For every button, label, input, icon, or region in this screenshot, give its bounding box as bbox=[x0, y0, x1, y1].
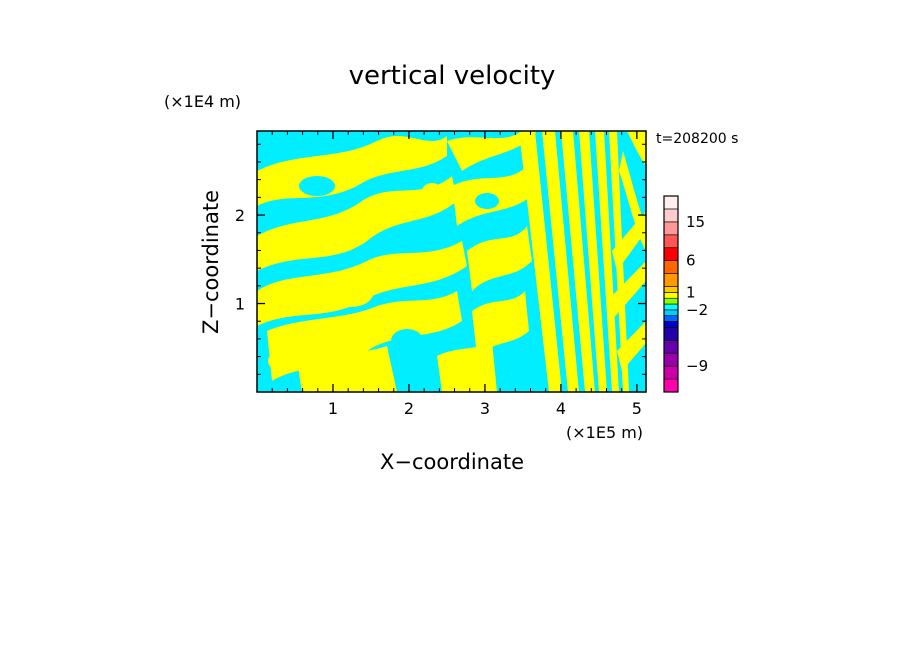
colorbar-level-3 bbox=[663, 352, 679, 367]
colorbar-level-5 bbox=[663, 327, 679, 341]
colorbar-level-11 bbox=[663, 292, 679, 299]
x-tick-label: 5 bbox=[632, 399, 642, 418]
colorbar-level-14 bbox=[663, 260, 679, 274]
plot-frame bbox=[256, 130, 647, 393]
y-tick-label: 2 bbox=[235, 206, 245, 225]
x-ticks: 1 2 3 4 5 bbox=[328, 131, 642, 418]
x-tick-label: 1 bbox=[328, 399, 338, 418]
colorbar-level-12 bbox=[663, 286, 679, 293]
colorbar bbox=[663, 195, 679, 393]
chart-title: vertical velocity bbox=[349, 61, 556, 91]
time-label: t=208200 s bbox=[656, 131, 738, 147]
colorbar-level-7 bbox=[663, 315, 679, 322]
colorbar-level-17 bbox=[663, 221, 679, 236]
colorbar-level-1 bbox=[663, 378, 679, 393]
y-axis-unit: (×1E4 m) bbox=[164, 92, 241, 111]
colorbar-level-6 bbox=[663, 321, 679, 328]
x-tick-label: 2 bbox=[404, 399, 414, 418]
velocity-field bbox=[257, 131, 646, 392]
colorbar-label: 1 bbox=[686, 283, 696, 301]
x-axis-unit: (×1E5 m) bbox=[566, 423, 643, 442]
colorbar-level-16 bbox=[663, 234, 679, 249]
y-ticks: 12 bbox=[235, 206, 646, 314]
colorbar-level-18 bbox=[663, 208, 679, 223]
colorbar-frame bbox=[663, 195, 679, 393]
x-axis-label: X−coordinate bbox=[380, 450, 524, 474]
y-axis-label: Z−coordinate bbox=[199, 190, 223, 334]
colorbar-labels: 15 6 1−2 −9 bbox=[686, 213, 708, 375]
colorbar-label: 15 bbox=[686, 213, 705, 231]
colorbar-label: −2 bbox=[686, 301, 708, 319]
colorbar-level-8 bbox=[663, 309, 679, 316]
minor-ticks bbox=[257, 131, 646, 392]
colorbar-level-15 bbox=[663, 247, 679, 261]
colorbar-level-19 bbox=[663, 195, 679, 210]
colorbar-level-2 bbox=[663, 365, 679, 380]
x-tick-label: 4 bbox=[556, 399, 566, 418]
y-tick-label: 1 bbox=[235, 295, 245, 314]
colorbar-level-10 bbox=[663, 297, 679, 305]
colorbar-label: −9 bbox=[686, 357, 708, 375]
colorbar-label: 6 bbox=[686, 252, 696, 270]
colorbar-level-4 bbox=[663, 339, 679, 354]
x-tick-label: 3 bbox=[480, 399, 490, 418]
colorbar-level-13 bbox=[663, 273, 679, 287]
colorbar-level-9 bbox=[663, 303, 679, 311]
